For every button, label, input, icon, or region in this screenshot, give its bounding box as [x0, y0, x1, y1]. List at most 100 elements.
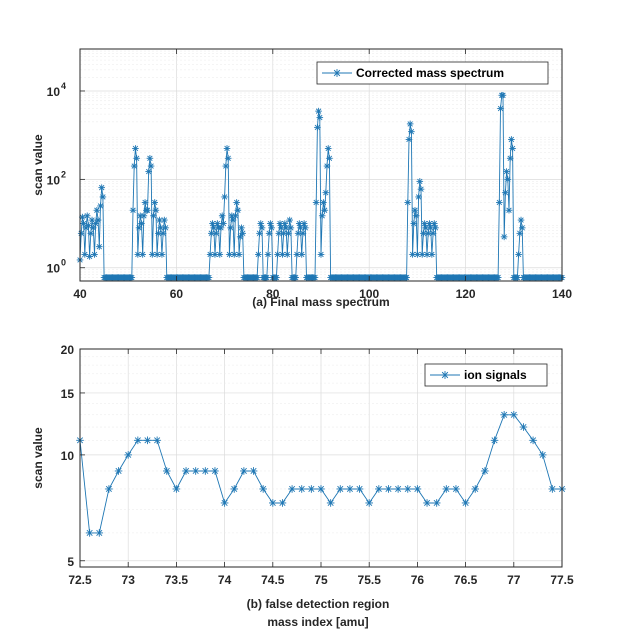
data-point: [257, 220, 265, 227]
marker-stroke: [431, 220, 437, 227]
data-point: [265, 230, 273, 237]
marker-stroke: [510, 411, 517, 418]
marker-stroke: [301, 220, 307, 227]
marker-stroke: [496, 199, 503, 206]
marker-stroke: [495, 274, 501, 281]
marker-stroke: [432, 225, 439, 231]
data-point: [281, 220, 289, 227]
marker-stroke: [549, 485, 556, 493]
marker-stroke: [125, 451, 132, 458]
data-point: [406, 120, 414, 128]
marker-stroke: [406, 136, 412, 143]
data-point: [95, 529, 104, 537]
data-point: [518, 224, 526, 232]
data-point: [146, 154, 154, 162]
data-point: [85, 222, 92, 229]
data-point: [508, 136, 515, 143]
marker-stroke: [224, 145, 230, 152]
data-point: [287, 224, 295, 232]
data-point: [147, 162, 155, 170]
marker-stroke: [425, 230, 431, 237]
marker-stroke: [520, 423, 527, 431]
data-point: [238, 224, 245, 232]
marker-stroke: [427, 225, 434, 231]
marker-stroke: [503, 168, 510, 175]
marker-stroke: [152, 199, 158, 206]
data-point: [216, 251, 224, 258]
data-point: [506, 154, 514, 162]
marker-stroke: [80, 220, 87, 227]
marker-stroke: [258, 220, 264, 227]
x-tick-label: 120: [456, 287, 476, 301]
data-point: [517, 216, 525, 224]
marker-stroke: [288, 225, 294, 231]
data-point: [336, 485, 345, 493]
marker-stroke: [260, 485, 267, 493]
marker-stroke: [282, 220, 288, 227]
marker-stroke: [279, 251, 286, 258]
marker-stroke: [231, 485, 238, 493]
marker-stroke: [154, 251, 160, 258]
marker-stroke: [214, 220, 221, 227]
x-tick-label: 75.5: [358, 573, 382, 587]
marker-stroke: [233, 199, 240, 206]
marker-stroke: [149, 251, 155, 258]
marker-stroke: [156, 217, 163, 223]
x-tick-label: 76: [411, 573, 425, 587]
marker-stroke: [298, 485, 305, 493]
data-point: [83, 212, 91, 220]
marker-stroke: [337, 485, 344, 493]
data-point: [403, 485, 412, 493]
marker-stroke: [85, 222, 92, 229]
marker-stroke: [300, 230, 306, 237]
data-point: [299, 230, 307, 237]
marker-stroke: [346, 485, 353, 493]
data-point: [93, 206, 101, 214]
data-point: [220, 220, 227, 227]
data-point: [417, 185, 425, 193]
marker-stroke: [530, 437, 537, 444]
marker-stroke: [293, 274, 299, 281]
marker-stroke: [254, 274, 260, 281]
data-point: [502, 189, 509, 196]
marker-stroke: [404, 485, 411, 493]
marker-stroke: [129, 274, 135, 281]
x-tick-label: 73: [122, 573, 136, 587]
legend-label-a: Corrected mass spectrum: [356, 66, 504, 80]
marker-stroke: [308, 485, 315, 493]
marker-stroke: [132, 145, 139, 152]
marker-stroke: [255, 251, 262, 258]
data-point: [404, 199, 412, 206]
marker-stroke: [147, 155, 153, 161]
data-point: [221, 193, 228, 201]
marker-stroke: [89, 217, 95, 223]
marker-stroke: [115, 467, 122, 475]
marker-stroke: [225, 155, 231, 161]
marker-stroke: [318, 251, 324, 258]
data-point: [236, 233, 244, 241]
data-point: [403, 274, 410, 281]
y-ticks-b: 5 10 15 20: [61, 343, 85, 569]
marker-stroke: [320, 199, 327, 206]
data-point: [232, 212, 239, 220]
data-point: [324, 145, 332, 152]
marker-stroke: [420, 230, 427, 237]
data-point: [413, 485, 422, 493]
marker-stroke: [472, 485, 479, 493]
marker-stroke: [421, 220, 428, 227]
marker-stroke: [278, 225, 284, 231]
marker-stroke: [409, 251, 416, 258]
marker-stroke: [141, 213, 147, 219]
y-tick-label: 10: [47, 85, 61, 99]
marker-stroke: [325, 145, 331, 152]
data-point: [505, 206, 513, 214]
data-point: [504, 176, 512, 183]
data-point: [286, 216, 293, 224]
data-point: [145, 168, 152, 175]
legend-label-b: ion signals: [464, 368, 527, 382]
marker-stroke: [279, 499, 286, 507]
data-point: [240, 467, 248, 475]
x-tick-label: 72.5: [68, 573, 92, 587]
data-point: [267, 220, 274, 227]
data-point: [227, 224, 234, 232]
